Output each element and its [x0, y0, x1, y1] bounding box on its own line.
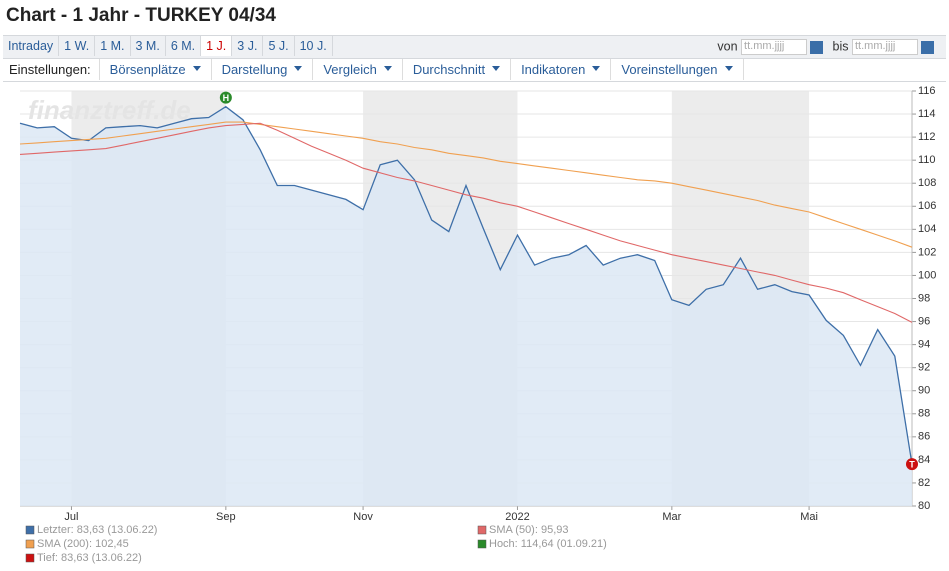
to-label: bis: [832, 39, 849, 54]
page-title: Chart - 1 Jahr - TURKEY 04/34: [6, 5, 276, 26]
date-range: von tt.mm.jjjj bis tt.mm.jjjj: [717, 39, 940, 55]
series-line: [19, 122, 913, 323]
y-tick-label: 80: [918, 500, 930, 512]
calendar-icon[interactable]: [921, 40, 934, 54]
marker-symbol: H: [223, 93, 230, 103]
calendar-icon[interactable]: [810, 40, 824, 54]
y-tick-label: 114: [918, 108, 936, 120]
x-tick-label: Mar: [662, 511, 681, 523]
tab[interactable]: Intraday: [3, 36, 60, 56]
y-tick-label: 94: [918, 339, 930, 351]
marker-dot: [219, 91, 232, 104]
x-tick-label: Jul: [64, 511, 78, 523]
marker-symbol: T: [909, 460, 915, 470]
marker: T: [906, 458, 918, 471]
y-tick-label: 102: [918, 246, 936, 258]
tab[interactable]: 3 M.: [131, 36, 166, 56]
y-tick-label: 100: [918, 269, 936, 281]
legend-label: Letzter: 83,63 (13.06.22): [37, 524, 157, 536]
y-tick-label: 92: [918, 362, 930, 374]
legend-swatch: [477, 525, 487, 535]
tab[interactable]: 10 J.: [295, 36, 333, 56]
marker: H: [219, 91, 232, 104]
y-tick-label: 98: [918, 292, 930, 304]
from-label: von: [717, 39, 738, 54]
tab[interactable]: 3 J.: [232, 36, 264, 56]
legend-label: SMA (50): 95,93: [489, 524, 569, 536]
from-input[interactable]: tt.mm.jjjj: [741, 39, 808, 55]
legend-swatch: [25, 553, 35, 563]
marker-dot: [906, 458, 918, 471]
y-tick-label: 116: [918, 85, 936, 97]
series-line: [19, 121, 913, 248]
settings-bar: Einstellungen: Börsenplätze Darstellung Ver…: [3, 59, 946, 82]
y-tick-label: 108: [918, 177, 936, 189]
dropdown[interactable]: Voreinstellungen: [611, 59, 744, 80]
area: [20, 106, 912, 506]
tab[interactable]: 1 W.: [59, 36, 96, 56]
y-tick-label: 88: [918, 408, 930, 420]
y-tick-label: 110: [918, 154, 936, 166]
tab[interactable]: 5 J.: [263, 36, 295, 56]
tab[interactable]: 1 J.: [201, 36, 233, 56]
y-tick-label: 104: [918, 223, 936, 235]
x-tick-label: Sep: [216, 511, 236, 523]
y-tick-label: 96: [918, 315, 930, 327]
y-tick-label: 106: [918, 200, 936, 212]
legend-label: Tief: 83,63 (13.06.22): [37, 552, 142, 564]
legend-swatch: [25, 539, 35, 549]
y-tick-label: 86: [918, 431, 930, 443]
y-tick-label: 84: [918, 454, 930, 466]
tab[interactable]: 1 M.: [95, 36, 131, 56]
legend-label: Hoch: 114,64 (01.09.21): [489, 538, 607, 550]
x-tick-label: Nov: [353, 511, 373, 523]
x-tick-label: 2022: [505, 511, 529, 523]
tab[interactable]: 6 M.: [166, 36, 202, 56]
legend-swatch: [477, 539, 487, 549]
y-tick-label: 90: [918, 385, 930, 397]
y-tick-label: 112: [918, 131, 936, 143]
series-line: [19, 105, 913, 465]
watermark: finanztreff.de: [28, 95, 191, 125]
y-tick-label: 82: [918, 477, 930, 489]
legend-swatch: [25, 525, 35, 535]
to-input[interactable]: tt.mm.jjjj: [852, 39, 918, 55]
x-tick-label: Mai: [800, 511, 818, 523]
legend-label: SMA (200): 102,45: [37, 538, 129, 550]
